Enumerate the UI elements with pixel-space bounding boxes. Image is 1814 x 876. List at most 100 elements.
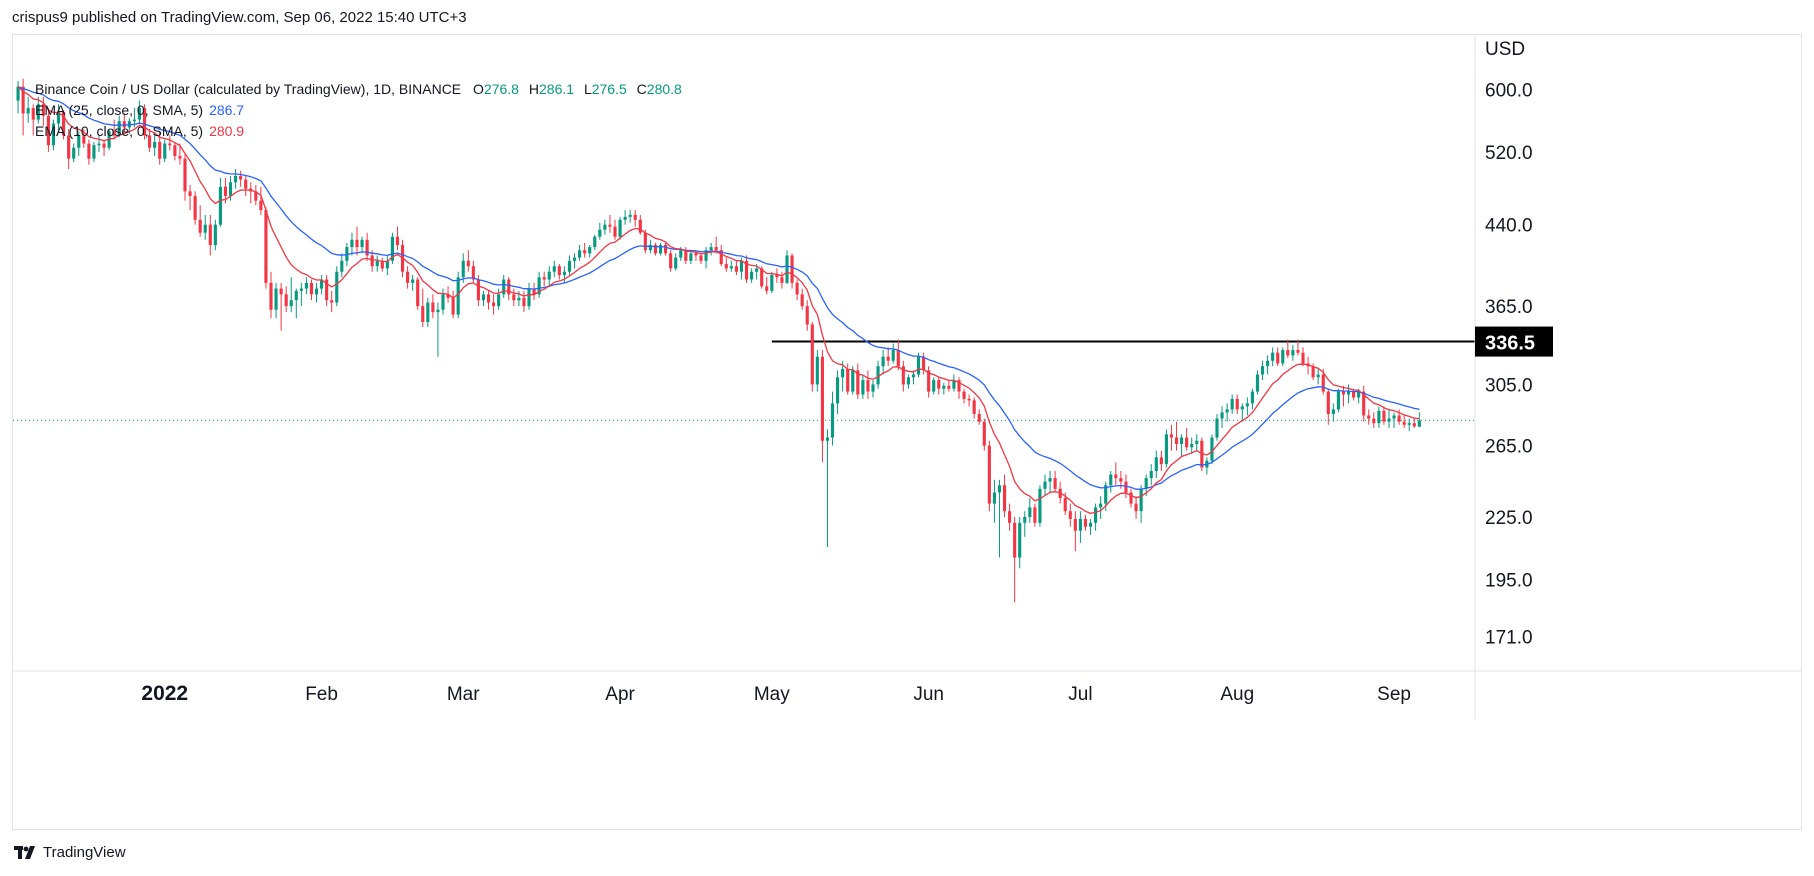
candle-body — [517, 297, 521, 301]
candles — [16, 78, 1421, 603]
candle-body — [734, 266, 738, 272]
candle — [431, 294, 435, 319]
candle — [1109, 471, 1113, 493]
chart-frame[interactable]: USD 600.0 520.0 440.0 365.0 305.0 265.0 225.0 19… — [12, 34, 1802, 830]
candle-body — [674, 257, 678, 269]
candle-body — [380, 260, 384, 269]
candle-body — [31, 108, 35, 120]
candle-body — [537, 277, 541, 295]
candle — [193, 191, 197, 225]
candle — [148, 129, 152, 152]
candle — [709, 242, 713, 256]
candle — [512, 288, 516, 307]
candle — [810, 321, 814, 392]
candle — [770, 271, 774, 294]
candle — [588, 244, 592, 258]
legend-ema25-row[interactable]: EMA (25, close, 0, SMA, 5) 286.7 — [35, 100, 688, 121]
candle — [1220, 406, 1224, 428]
candle-body — [345, 247, 349, 261]
candle-body — [643, 232, 647, 251]
candle-body — [188, 191, 192, 196]
candle-body — [669, 253, 673, 269]
candle — [876, 360, 880, 389]
candle — [932, 377, 936, 395]
candle-body — [507, 279, 511, 295]
candle — [911, 370, 916, 385]
candle — [249, 182, 253, 204]
price-tick-label: 440.0 — [1485, 216, 1533, 237]
legend-ema10-row[interactable]: EMA (10, close, 0, SMA, 5) 280.9 — [35, 121, 688, 142]
time-tick-label: Sep — [1377, 684, 1411, 705]
candle — [1164, 429, 1168, 468]
candle — [962, 388, 966, 404]
candle-body — [805, 306, 809, 325]
candle-body — [1235, 398, 1239, 410]
symbol-title: Binance Coin / US Dollar (calculated by … — [35, 81, 462, 97]
candle — [527, 282, 531, 310]
candle-body — [228, 182, 233, 196]
candle-body — [239, 176, 243, 180]
candle-body — [1286, 350, 1290, 356]
candle — [800, 288, 804, 310]
tradingview-brand: TradingView — [43, 844, 126, 861]
candle — [1346, 384, 1351, 404]
candle-body — [1407, 423, 1411, 425]
candle-body — [254, 191, 258, 201]
candle-body — [1159, 457, 1163, 465]
candle — [608, 214, 612, 233]
candle-body — [1336, 391, 1340, 410]
chart-legend: Binance Coin / US Dollar (calculated by … — [35, 79, 688, 142]
candle-body — [67, 135, 71, 159]
candle-body — [375, 260, 379, 267]
candle — [881, 350, 885, 375]
candle — [830, 391, 835, 446]
candle-body — [1417, 420, 1421, 427]
candle-body — [1002, 485, 1007, 512]
candle — [406, 266, 410, 289]
candle-body — [244, 179, 248, 189]
candle — [957, 377, 961, 399]
candle — [578, 244, 582, 261]
candle — [1382, 406, 1386, 425]
candle-body — [320, 279, 324, 289]
candle-body — [1124, 481, 1128, 493]
candle — [1028, 498, 1032, 523]
candle-body — [259, 200, 263, 211]
candle-body — [1382, 410, 1386, 422]
resistance-price-label: 336.5 — [1485, 333, 1535, 355]
candle — [1230, 394, 1234, 414]
candle — [1372, 412, 1376, 428]
candle-body — [1073, 518, 1077, 531]
tradingview-logo[interactable]: TradingView — [14, 844, 126, 861]
candle — [1281, 347, 1285, 367]
time-tick-label: Apr — [605, 684, 635, 705]
candle-body — [1225, 409, 1229, 413]
candle-body — [481, 294, 486, 301]
candle — [1245, 397, 1249, 416]
candle-body — [1255, 374, 1260, 392]
candle — [1367, 409, 1371, 425]
candle — [279, 282, 283, 331]
candle-body — [1174, 437, 1179, 445]
candle — [1291, 344, 1295, 361]
candle — [633, 210, 637, 227]
candle-body — [542, 277, 546, 280]
candle-body — [967, 398, 971, 401]
candle-body — [1033, 507, 1037, 523]
candle — [1099, 496, 1103, 519]
candle-body — [1291, 350, 1295, 356]
candle — [507, 277, 511, 301]
ohlc-high-label: H — [528, 81, 539, 97]
price-chart[interactable]: USD 600.0 520.0 440.0 365.0 305.0 265.0 225.0 19… — [13, 35, 1801, 829]
candle-body — [972, 400, 976, 414]
candle-body — [987, 445, 991, 504]
candle-body — [896, 350, 900, 367]
candle-body — [137, 108, 142, 120]
candle — [471, 260, 475, 283]
candle — [785, 250, 789, 285]
candle-body — [562, 271, 566, 276]
candle-body — [557, 266, 561, 276]
candle — [1377, 406, 1381, 428]
candle-body — [628, 214, 632, 217]
candle-body — [183, 158, 187, 192]
